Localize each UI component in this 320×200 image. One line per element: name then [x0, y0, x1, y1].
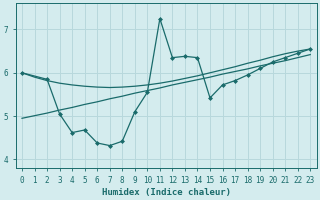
- X-axis label: Humidex (Indice chaleur): Humidex (Indice chaleur): [102, 188, 231, 197]
